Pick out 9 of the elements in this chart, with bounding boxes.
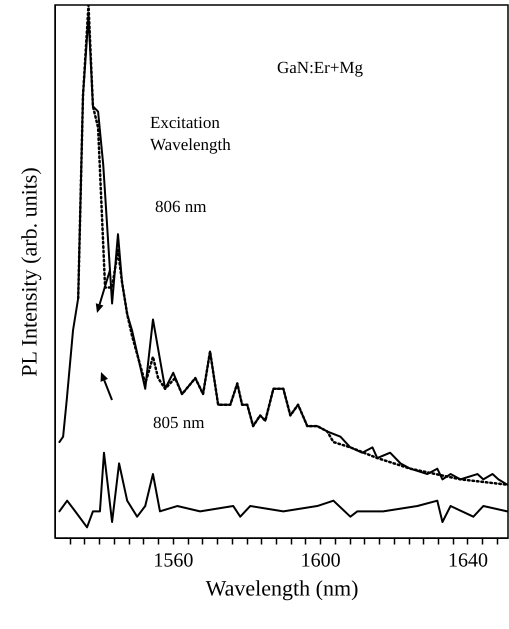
annotation: Excitation Wavelength: [150, 113, 232, 154]
text: 806 nm: [155, 197, 206, 216]
annotation: GaN:Er+Mg: [276, 58, 364, 77]
x-tick-label: 1640: [448, 550, 488, 572]
series-label: 805 nm: [153, 413, 204, 432]
y-axis-title: PL Intensity (arb. units): [16, 167, 42, 377]
x-axis-title: Wavelength (nm): [206, 576, 358, 600]
x-tick-label: 1560: [153, 550, 194, 572]
x-tick-label: 1600: [300, 550, 341, 572]
